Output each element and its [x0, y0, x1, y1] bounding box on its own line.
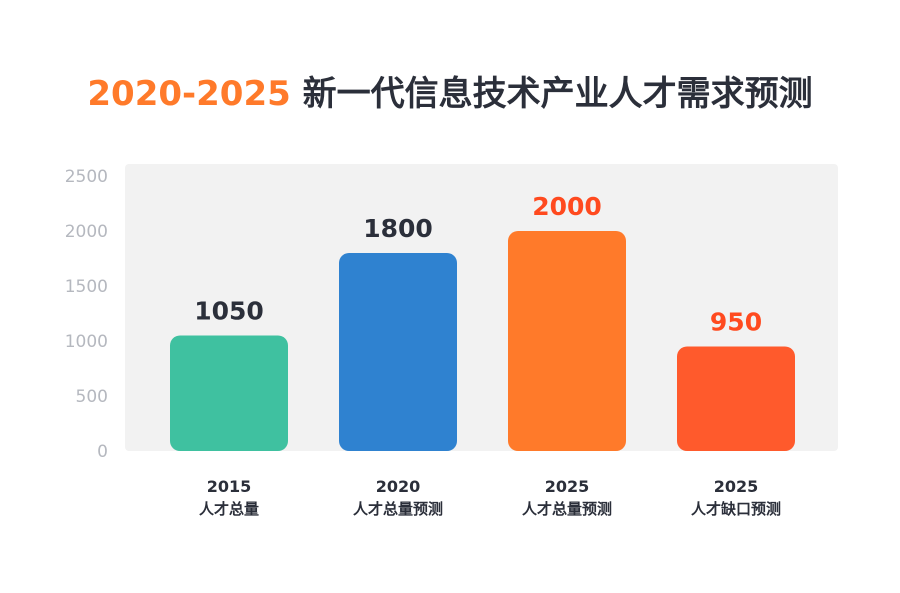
x-tick-label-category: 人才总量预测 — [522, 500, 612, 518]
x-tick-label-year: 2020 — [376, 477, 421, 496]
bar — [339, 253, 457, 451]
y-tick-label: 500 — [76, 387, 108, 407]
bar-value-label: 1050 — [194, 297, 264, 326]
plot-area — [125, 164, 838, 451]
x-tick-label-category: 人才总量预测 — [353, 500, 443, 518]
bar-value-label: 1800 — [363, 214, 433, 243]
bar-value-label: 2000 — [532, 192, 602, 221]
title-text: 新一代信息技术产业人才需求预测 — [302, 74, 813, 114]
x-tick-label-category: 人才缺口预测 — [691, 500, 781, 518]
y-tick-label: 1500 — [65, 277, 108, 297]
bar-value-label: 950 — [710, 308, 762, 337]
y-tick-label: 2500 — [65, 167, 108, 187]
x-tick-label-year: 2015 — [207, 477, 252, 496]
y-tick-label: 0 — [97, 442, 108, 462]
bar — [508, 231, 626, 451]
title-year-range: 2020-2025 — [87, 74, 291, 114]
y-tick-label: 1000 — [65, 332, 108, 352]
y-tick-label: 2000 — [65, 222, 108, 242]
bar — [170, 335, 288, 451]
chart-title: 2020-2025 新一代信息技术产业人才需求预测 — [0, 66, 900, 115]
x-tick-label-category: 人才总量 — [199, 500, 259, 518]
bar — [677, 346, 795, 451]
x-tick-label-year: 2025 — [714, 477, 759, 496]
x-tick-label-year: 2025 — [545, 477, 590, 496]
